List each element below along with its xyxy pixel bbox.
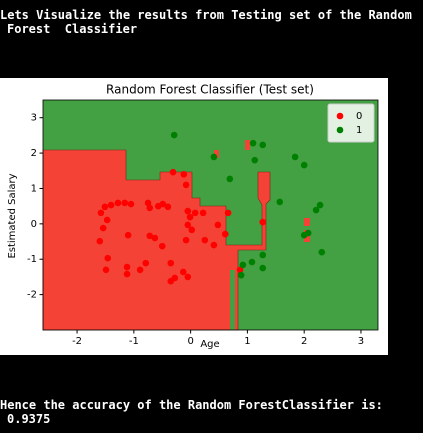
y-axis-label: Estimated Salary: [7, 173, 18, 258]
point: [158, 242, 166, 250]
point: [276, 198, 284, 206]
legend-label: 0: [356, 111, 362, 122]
point: [123, 263, 131, 271]
point: [237, 271, 245, 279]
y-tick-label: 2: [31, 148, 37, 159]
point: [184, 207, 192, 215]
x-tick-label: 2: [301, 336, 307, 347]
y-tick-label: 0: [31, 219, 37, 230]
point: [300, 161, 308, 169]
point: [159, 200, 167, 208]
x-tick-label: 3: [358, 336, 364, 347]
plot-frame: [42, 99, 379, 331]
region-1-strip: [230, 270, 235, 330]
point: [188, 226, 196, 234]
point: [251, 156, 259, 164]
point: [127, 200, 135, 208]
point: [97, 209, 105, 217]
y-tick-label: 1: [31, 183, 37, 194]
point: [142, 259, 150, 267]
point: [151, 234, 159, 242]
chart: Random Forest Classifier (Test set) Age …: [0, 78, 388, 355]
point: [248, 258, 256, 266]
point: [291, 153, 299, 161]
point: [136, 266, 144, 274]
point: [182, 181, 190, 189]
x-tick-label: 0: [187, 336, 193, 347]
point: [259, 251, 267, 259]
x-axis-label: Age: [200, 339, 219, 350]
point: [304, 229, 312, 237]
point: [259, 264, 267, 272]
point: [201, 236, 209, 244]
point: [169, 168, 177, 176]
point: [170, 131, 178, 139]
point: [191, 209, 199, 217]
point: [184, 221, 192, 229]
y-tick-label: 3: [31, 113, 37, 124]
point: [249, 139, 257, 147]
point: [101, 203, 109, 211]
point: [199, 209, 207, 217]
point: [312, 206, 320, 214]
point: [123, 270, 131, 278]
x-tick-label: -2: [72, 336, 82, 347]
point: [99, 224, 107, 232]
point: [164, 203, 172, 211]
legend-marker: [336, 126, 344, 134]
point: [179, 268, 187, 276]
point: [167, 259, 175, 267]
point: [214, 221, 222, 229]
point: [259, 218, 267, 226]
intro-text: Lets Visualize the results from Testing …: [0, 8, 412, 36]
x-tick-label: -1: [129, 336, 139, 347]
point: [146, 204, 154, 212]
legend-marker: [336, 112, 344, 120]
region-0-island: [304, 218, 310, 226]
region-0-island: [245, 140, 250, 150]
x-tick-label: 1: [244, 336, 250, 347]
point: [124, 231, 132, 239]
chart-title: Random Forest Classifier (Test set): [106, 83, 314, 97]
point: [186, 213, 194, 221]
point: [224, 209, 232, 217]
point: [171, 274, 179, 282]
point: [210, 153, 218, 161]
y-tick-label: -1: [27, 254, 37, 265]
legend-box: [327, 103, 375, 143]
point: [221, 230, 229, 238]
point: [316, 201, 324, 209]
point: [146, 232, 154, 240]
point: [318, 248, 326, 256]
point: [180, 171, 188, 178]
point: [96, 237, 104, 245]
point: [210, 241, 218, 249]
legend-label: 1: [356, 125, 362, 136]
point: [121, 199, 129, 207]
y-tick-label: -2: [27, 290, 37, 301]
result-text: Hence the accuracy of the Random ForestC…: [0, 398, 383, 426]
point: [182, 236, 190, 244]
point: [184, 273, 192, 281]
point: [114, 199, 122, 207]
point: [104, 254, 112, 262]
point: [107, 201, 115, 209]
point: [236, 266, 244, 274]
point: [102, 266, 110, 274]
point: [239, 261, 247, 269]
point: [144, 199, 152, 207]
point: [259, 141, 267, 149]
region-0-island: [214, 150, 219, 158]
point: [103, 216, 111, 224]
point: [226, 175, 234, 183]
